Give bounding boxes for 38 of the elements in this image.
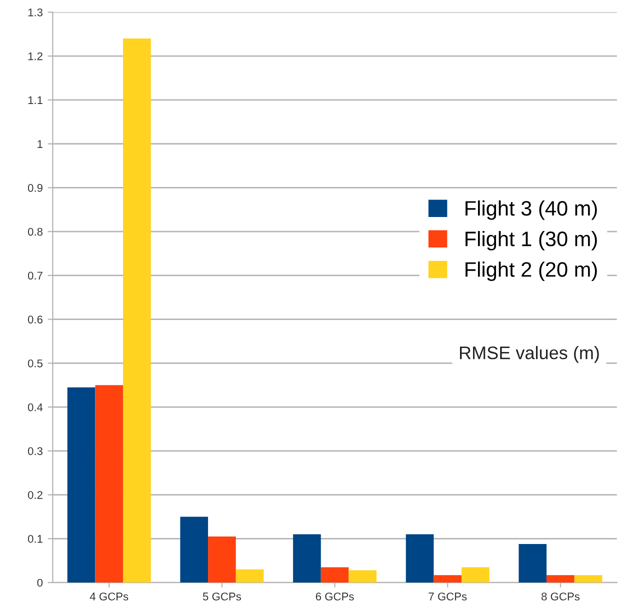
legend-label: Flight 2 (20 m)	[466, 262, 597, 281]
x-tick-label: 7 GCPs	[428, 592, 467, 600]
y-tick-label: 0.5	[28, 359, 43, 368]
y-tick-label: 0.3	[28, 447, 42, 456]
bar	[95, 385, 124, 583]
bar	[293, 534, 321, 583]
x-tick-label: 4 GCPs	[90, 592, 128, 600]
y-tick-label: 0.4	[28, 403, 43, 412]
y-tick-label: 0.6	[28, 316, 42, 324]
x-tick-label: 8 GCPs	[542, 592, 580, 600]
y-tick-label: 1.3	[28, 8, 42, 16]
y-tick-label: 0.1	[28, 534, 42, 543]
bar	[574, 575, 602, 583]
y-tick-label: 0.8	[28, 228, 42, 236]
bar	[123, 38, 151, 583]
legend-label: Flight 1 (30 m)	[466, 231, 597, 250]
bar	[67, 387, 96, 583]
y-tick-label: 0	[37, 578, 43, 587]
y-tick-label: 1.2	[28, 52, 42, 60]
bar	[406, 534, 434, 583]
y-tick-label: 1	[38, 140, 42, 148]
y-tick-label: 0.9	[28, 184, 42, 192]
annotation: RMSE values (m)	[460, 346, 599, 363]
y-tick-label: 0.2	[28, 491, 42, 499]
bar	[546, 575, 574, 583]
bar	[208, 536, 236, 583]
x-tick-label: 5 GCPs	[202, 592, 242, 600]
bar	[236, 569, 264, 583]
x-tick-label: 6 GCPs	[316, 592, 354, 600]
y-tick-label: 1.1	[28, 96, 42, 104]
legend-label: Flight 3 (40 m)	[466, 200, 597, 220]
bar	[348, 570, 377, 583]
bar	[434, 575, 462, 583]
y-tick-label: 0.7	[28, 272, 42, 280]
bar	[518, 544, 547, 583]
bar	[180, 516, 208, 583]
bar	[320, 567, 349, 583]
bar	[462, 567, 490, 583]
